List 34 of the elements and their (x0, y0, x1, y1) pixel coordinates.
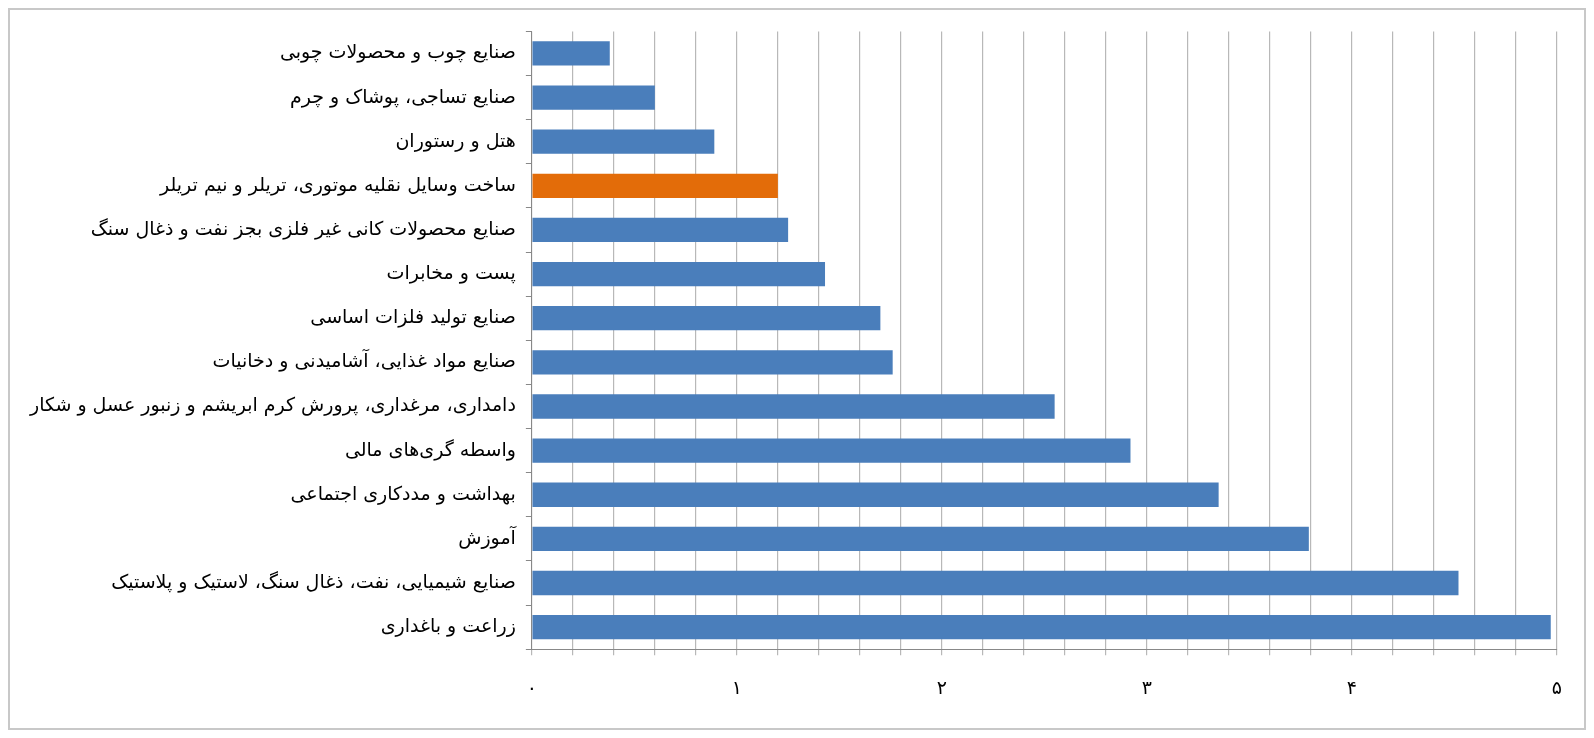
y-tick-label: بهداشت و مددکاری اجتماعی (290, 481, 516, 505)
bar (532, 482, 1219, 507)
y-tick-label: صنایع مواد غذایی، آشامیدنی و دخانیات (212, 348, 516, 373)
bar (532, 615, 1551, 640)
y-tick-label: پست و مخابرات (386, 261, 516, 285)
bar (532, 526, 1309, 552)
bar (532, 306, 881, 331)
y-tick-label: ساخت وسایل نقلیه موتوری، تریلر و نیم تریلر (159, 172, 516, 196)
bar (532, 570, 1459, 596)
y-tick-label: صنایع تولید فلزات اساسی (310, 305, 516, 329)
bar (532, 85, 655, 110)
x-tick-label: ۱ (731, 675, 742, 698)
y-tick-label: صنایع چوب و محصولات چوبی (279, 40, 516, 64)
bar (532, 394, 1055, 419)
bar (532, 261, 826, 287)
bar (532, 41, 610, 66)
bar (532, 173, 778, 198)
y-tick-label: واسطه گری‌های مالی (344, 437, 516, 461)
x-tick-label: ۴ (1346, 675, 1357, 698)
y-tick-label: صنایع تساجی، پوشاک و چرم (289, 84, 516, 108)
x-tick-label: ۵ (1551, 675, 1563, 698)
y-tick-label: زراعت و باغداری (380, 614, 516, 638)
y-tick-label: هتل و رستوران (395, 128, 516, 152)
bar (532, 129, 715, 154)
x-tick-label: ۳ (1141, 675, 1152, 698)
bar (532, 438, 1131, 463)
y-tick-label: صنایع محصولات کانی غیر فلزی بجز نفت و ذغال سنگ (90, 216, 516, 240)
y-tick-label: دامداری، مرغداری، پرورش کرم ابریشم و زنبور عسل و شکار (28, 393, 516, 417)
bar (532, 217, 789, 243)
bar (532, 350, 893, 375)
y-tick-label: صنایع شیمیایی، نفت، ذغال سنگ، لاستیک و پلاستیک (111, 569, 516, 593)
x-tick-label: ۰ (526, 675, 537, 698)
x-tick-label: ۲ (936, 675, 947, 698)
y-tick-label: آموزش (458, 524, 517, 549)
